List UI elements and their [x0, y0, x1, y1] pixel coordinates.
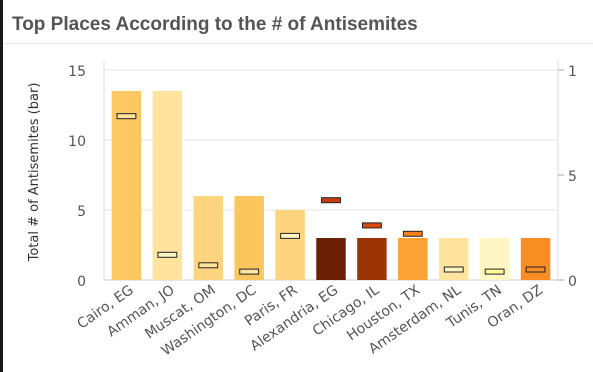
- y-tick-label: 0: [77, 274, 86, 290]
- y2-ticks: 0 5 1: [558, 64, 577, 290]
- marker: [198, 262, 219, 269]
- marker: [239, 268, 260, 275]
- bar: [316, 238, 346, 280]
- y2-tick-label: 1: [568, 64, 577, 80]
- bar: [520, 238, 551, 280]
- chart-header: Top Places According to the # of Antisem…: [0, 0, 593, 44]
- bar: [111, 91, 142, 280]
- bar: [357, 238, 387, 280]
- marker: [280, 232, 301, 239]
- y-tick-label: 10: [68, 134, 86, 150]
- marker: [321, 197, 341, 204]
- marker: [361, 222, 382, 229]
- bar: [439, 238, 469, 280]
- y-axis-label: Total # of Antisemites (bar): [27, 83, 42, 263]
- bar: [234, 196, 264, 280]
- y-tick-label: 15: [68, 64, 86, 80]
- y-ticks: 0 5 10 15: [68, 64, 86, 290]
- y2-tick-label: 0: [568, 274, 577, 290]
- marker: [402, 230, 423, 237]
- marker: [443, 266, 464, 273]
- y-tick-label: 5: [77, 204, 86, 220]
- y2-tick-label: 5: [568, 169, 577, 185]
- bar: [275, 210, 305, 280]
- markers: [116, 113, 546, 275]
- marker: [525, 266, 546, 273]
- window-left-border: [0, 0, 3, 372]
- marker: [116, 113, 137, 120]
- bar: [398, 238, 428, 280]
- chart-title: Top Places According to the # of Antisem…: [12, 14, 418, 35]
- marker: [157, 251, 178, 258]
- marker: [484, 268, 505, 275]
- bars: [111, 91, 551, 280]
- bar: [152, 91, 183, 280]
